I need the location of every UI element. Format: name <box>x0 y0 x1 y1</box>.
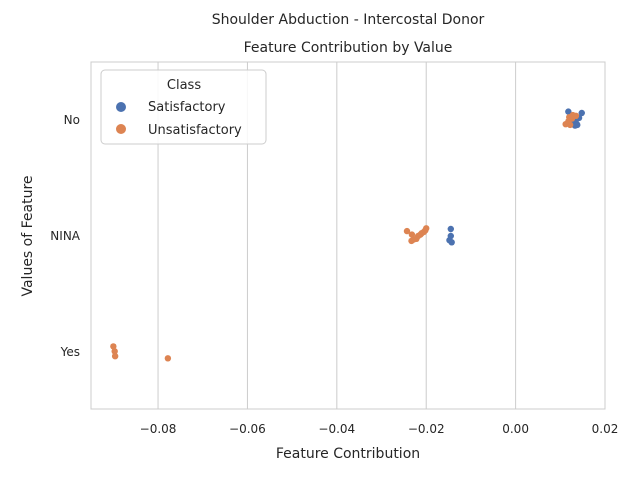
x-tick-label: 0.02 <box>592 422 619 436</box>
data-point-unsatisfactory <box>110 343 117 350</box>
x-tick-label: −0.02 <box>408 422 445 436</box>
data-point-satisfactory <box>578 109 585 117</box>
axis-ticks: −0.08 −0.06 −0.04 −0.02 0.00 0.02 No NINA Yes <box>50 113 618 436</box>
data-point-unsatisfactory <box>403 227 411 235</box>
legend-title: Class <box>167 78 201 93</box>
data-point-unsatisfactory <box>566 121 574 129</box>
data-point-satisfactory <box>447 225 454 233</box>
data-point-unsatisfactory <box>111 348 118 355</box>
legend-label-satisfactory: Satisfactory <box>148 100 226 115</box>
legend-label-unsatisfactory: Unsatisfactory <box>148 123 242 138</box>
x-tick-label: −0.04 <box>318 422 355 436</box>
chart-subtitle: Feature Contribution by Value <box>244 40 453 56</box>
x-tick-label: 0.00 <box>502 422 529 436</box>
data-point-satisfactory <box>565 108 572 115</box>
chart-title: Shoulder Abduction - Intercostal Donor <box>212 12 485 28</box>
data-point-satisfactory <box>448 239 455 246</box>
plot-area-frame <box>90 61 606 410</box>
legend: Class Satisfactory Unsatisfactory <box>100 69 267 145</box>
y-axis-label: Values of Feature <box>20 175 36 296</box>
data-point-unsatisfactory <box>408 231 416 238</box>
legend-marker-satisfactory <box>116 102 126 112</box>
data-point-unsatisfactory <box>111 353 119 360</box>
x-axis-label: Feature Contribution <box>276 446 420 462</box>
legend-marker-unsatisfactory <box>116 124 126 134</box>
x-tick-label: −0.08 <box>140 422 177 436</box>
legend-box <box>100 69 267 145</box>
x-tick-label: −0.06 <box>229 422 266 436</box>
data-points <box>110 108 585 362</box>
data-point-unsatisfactory <box>408 237 415 245</box>
data-point-satisfactory <box>574 121 581 129</box>
y-tick-label: No <box>64 113 80 127</box>
data-point-unsatisfactory <box>164 355 172 362</box>
y-tick-label: Yes <box>60 345 80 359</box>
y-tick-label: NINA <box>50 229 80 243</box>
